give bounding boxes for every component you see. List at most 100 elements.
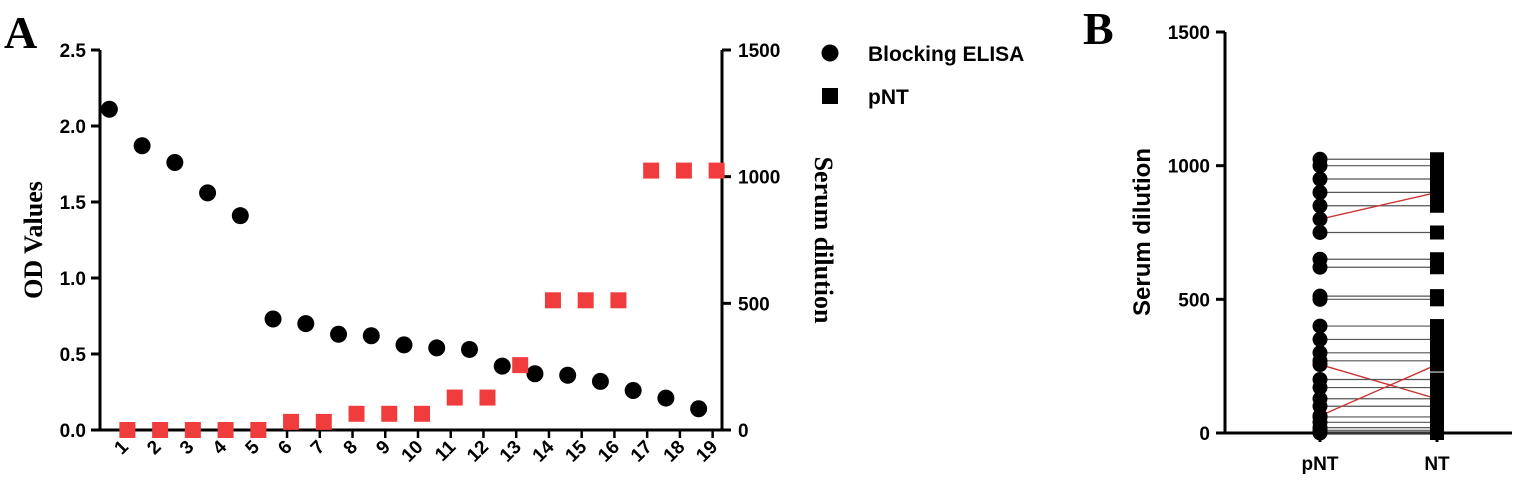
nt-paired-point	[1430, 357, 1444, 372]
blocking-elisa-point	[297, 315, 315, 333]
panel-a-y2label: Serum dilution	[809, 157, 838, 324]
nt-paired-point	[1430, 332, 1444, 347]
pnt-point	[643, 162, 660, 179]
panel-a-xtick-label: 1	[111, 436, 134, 459]
blocking-elisa-point	[199, 184, 217, 202]
pnt-point	[119, 422, 136, 438]
blocking-elisa-point	[624, 381, 642, 399]
pnt-point	[315, 413, 332, 430]
panel-a-xtick-label: 4	[209, 436, 232, 459]
panel-a-ytick-label: 1.0	[60, 269, 86, 290]
pnt-paired-point	[1312, 380, 1328, 396]
pnt-point	[544, 292, 561, 309]
blocking-elisa-point	[133, 137, 151, 155]
paired-link	[1319, 363, 1438, 417]
panel-b-ytick-label: 0	[1199, 424, 1210, 445]
pnt-point	[152, 422, 169, 438]
panel-a-ytick-label: 2.0	[60, 117, 86, 138]
pnt-point	[708, 162, 725, 179]
panel-a-xtick-label: 18	[660, 437, 690, 467]
pnt-paired-point	[1312, 425, 1328, 441]
panel-b-ylabel: Serum dilution	[1129, 148, 1156, 316]
panel-a-xtick-label: 7	[307, 437, 329, 459]
panel-a-y2tick-label: 500	[738, 294, 770, 315]
panel-a-ytick-label: 0.5	[60, 345, 87, 366]
panel-a-ytick-label: 0.0	[60, 421, 86, 442]
pnt-paired-point	[1312, 198, 1328, 214]
legend-label-pnt: pNT	[868, 86, 909, 109]
pnt-point	[217, 422, 234, 438]
panel-b-xtick-label: NT	[1424, 454, 1450, 475]
panel-a-xtick-label: 12	[463, 437, 493, 467]
pnt-point	[414, 405, 430, 422]
panel-a-xtick-label: 5	[242, 436, 265, 459]
nt-paired-point	[1430, 380, 1444, 395]
panel-a-xtick-label: 9	[372, 437, 394, 459]
blocking-elisa-point	[166, 153, 184, 171]
pnt-point	[512, 357, 529, 374]
panel-a-xtick-label: 3	[176, 437, 198, 459]
nt-paired-point	[1430, 198, 1444, 213]
blocking-elisa-point	[657, 389, 675, 407]
nt-paired-point	[1430, 399, 1444, 414]
blocking-elisa-point	[362, 327, 380, 345]
pnt-paired-point	[1312, 318, 1328, 334]
pnt-point	[577, 292, 594, 309]
panel-a-xtick-label: 10	[398, 437, 428, 467]
pnt-paired-point	[1312, 171, 1328, 187]
blocking-elisa-point	[591, 372, 609, 390]
panel-a-ylabel: OD Values	[19, 181, 48, 299]
nt-paired-point	[1430, 260, 1444, 275]
pnt-point	[610, 292, 627, 309]
panel-a-xtick-label: 8	[340, 437, 362, 459]
pnt-paired-point	[1312, 225, 1328, 240]
pnt-point	[250, 422, 267, 438]
panel-a-y2tick-label: 1500	[738, 41, 780, 62]
legend-label-blocking-elisa: Blocking ELISA	[868, 43, 1024, 66]
pnt-point	[675, 162, 692, 179]
panel-a-legend: Blocking ELISA pNT	[821, 43, 1024, 109]
panel-a-letter: A	[4, 7, 37, 58]
panel-b-xtick-label: pNT	[1302, 454, 1339, 475]
pnt-point	[446, 389, 463, 406]
panel-a-xtick-label: 2	[143, 437, 165, 459]
blocking-elisa-point	[493, 357, 511, 375]
panel-a-y2tick-label: 1000	[738, 168, 780, 189]
pnt-point	[283, 413, 300, 430]
panel-a-ytick-label: 1.5	[60, 193, 87, 214]
pnt-point	[381, 405, 398, 422]
blocking-elisa-point	[428, 339, 446, 357]
pnt-point	[479, 389, 496, 406]
pnt-paired-point	[1312, 158, 1328, 174]
legend-marker-pnt	[822, 88, 838, 104]
blocking-elisa-point	[264, 310, 282, 328]
nt-paired-point	[1430, 185, 1444, 200]
panel-a-xtick-label: 11	[431, 436, 460, 465]
panel-b-ytick-label: 1000	[1168, 157, 1210, 178]
nt-paired-point	[1430, 426, 1444, 440]
blocking-elisa-point	[330, 325, 348, 343]
pnt-point	[348, 405, 365, 422]
panel-a-xtick-label: 6	[274, 437, 296, 459]
panel-a-y2tick-label: 0	[738, 421, 749, 442]
pnt-paired-point	[1312, 331, 1328, 347]
panel-b-ytick-label: 1500	[1168, 23, 1210, 44]
paired-link	[1319, 363, 1438, 400]
blocking-elisa-point	[526, 365, 544, 383]
pnt-paired-point	[1312, 357, 1328, 373]
nt-paired-point	[1430, 158, 1444, 173]
panel-b-ytick-label: 500	[1178, 290, 1210, 311]
panel-a-xtick-label: 16	[594, 437, 624, 467]
panel-a-xtick-label: 14	[529, 436, 559, 466]
nt-paired-point	[1430, 319, 1444, 334]
blocking-elisa-point	[395, 336, 413, 354]
nt-paired-point	[1430, 225, 1444, 240]
blocking-elisa-point	[100, 100, 118, 118]
blocking-elisa-point	[231, 207, 249, 225]
pnt-paired-point	[1312, 291, 1328, 307]
panel-a-xtick-label: 15	[561, 436, 591, 466]
pnt-paired-point	[1312, 184, 1328, 200]
panel-b-letter: B	[1083, 3, 1114, 54]
blocking-elisa-point	[460, 340, 478, 358]
panel-a-xtick-label: 19	[692, 437, 722, 467]
